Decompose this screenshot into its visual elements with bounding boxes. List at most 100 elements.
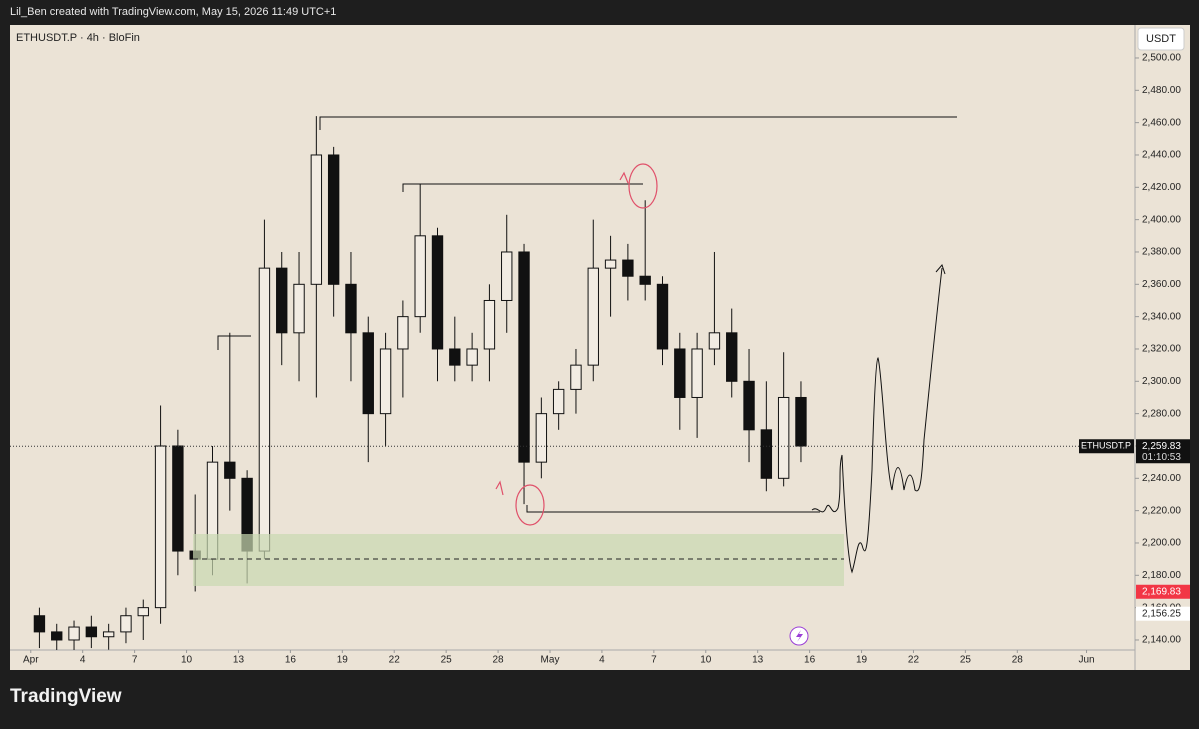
last-price-name: ETHUSDT.P bbox=[1081, 441, 1131, 451]
x-tick-label: 19 bbox=[856, 655, 868, 666]
y-tick-label: 2,280.00 bbox=[1142, 408, 1181, 419]
projection-arrow bbox=[935, 264, 946, 275]
y-tick-label: 2,220.00 bbox=[1142, 505, 1181, 516]
x-tick-label: 16 bbox=[804, 655, 816, 666]
y-tick-label: 2,300.00 bbox=[1142, 376, 1181, 387]
price-tag bbox=[1136, 584, 1190, 599]
drawings bbox=[217, 116, 957, 574]
candle-body bbox=[397, 316, 409, 350]
y-tick-label: 2,360.00 bbox=[1142, 279, 1181, 290]
currency: USDT bbox=[1146, 33, 1176, 45]
candle-body bbox=[154, 445, 167, 609]
candle-body bbox=[327, 154, 340, 285]
candle-body bbox=[449, 348, 461, 366]
brand: TradingView bbox=[10, 686, 122, 707]
candle-body bbox=[483, 299, 496, 350]
candle-body bbox=[310, 154, 323, 285]
candle-body bbox=[726, 332, 738, 382]
price-tag-label: 2,169.83 bbox=[1142, 586, 1181, 597]
x-tick-label: 25 bbox=[441, 655, 453, 666]
candle-body bbox=[743, 380, 755, 431]
y-tick-label: 2,320.00 bbox=[1142, 344, 1181, 355]
candle-body bbox=[276, 267, 288, 334]
circle-arrow bbox=[495, 480, 504, 496]
zone-rect bbox=[193, 534, 844, 586]
price-tag bbox=[1136, 606, 1190, 621]
candle-body bbox=[431, 235, 444, 350]
last-price-name-bg bbox=[1079, 439, 1134, 454]
x-tick-label: 19 bbox=[337, 655, 349, 666]
candle-body bbox=[102, 631, 115, 638]
x-tick-label: 10 bbox=[700, 655, 712, 666]
level-line bbox=[319, 116, 957, 130]
x-tick-label: May bbox=[541, 655, 560, 666]
level-line bbox=[217, 335, 251, 350]
candle-body bbox=[224, 461, 236, 479]
price-tag-label: 2,156.25 bbox=[1142, 608, 1181, 619]
x-tick-label: 13 bbox=[233, 655, 245, 666]
candle-body bbox=[120, 615, 132, 633]
candle-body bbox=[552, 388, 565, 415]
x-tick-label: 28 bbox=[493, 655, 505, 666]
highlights bbox=[495, 163, 658, 526]
x-tick-label: 4 bbox=[80, 655, 86, 666]
candle-body bbox=[622, 259, 634, 277]
y-tick-label: 2,480.00 bbox=[1142, 85, 1181, 96]
countdown: 01:10:53 bbox=[1142, 452, 1181, 463]
level-line bbox=[402, 183, 643, 192]
candle-body bbox=[33, 615, 46, 633]
x-tick-label: 16 bbox=[285, 655, 297, 666]
y-tick-label: 2,240.00 bbox=[1142, 473, 1181, 484]
credit: Lil_Ben created with TradingView.com, Ma… bbox=[10, 6, 336, 18]
demand-zone bbox=[193, 534, 844, 586]
y-tick-label: 2,440.00 bbox=[1142, 150, 1181, 161]
candle-body bbox=[293, 283, 305, 334]
x-tick-label: 13 bbox=[752, 655, 764, 666]
y-tick-label: 2,400.00 bbox=[1142, 214, 1181, 225]
candle-body bbox=[137, 607, 149, 617]
last-price-tag bbox=[1136, 439, 1190, 464]
candle-body bbox=[362, 332, 374, 415]
candle-body bbox=[777, 396, 790, 479]
candle-body bbox=[518, 251, 530, 463]
x-tick-label: 7 bbox=[651, 655, 657, 666]
candle-body bbox=[760, 429, 773, 479]
x-tick-label: Apr bbox=[23, 655, 39, 666]
candle-body bbox=[501, 251, 513, 301]
candle-body bbox=[639, 275, 651, 285]
y-tick-label: 2,140.00 bbox=[1142, 635, 1181, 646]
candle-body bbox=[85, 626, 98, 638]
candle-body bbox=[466, 348, 478, 366]
candle-body bbox=[795, 396, 807, 447]
event-bolt bbox=[796, 630, 803, 642]
candle-body bbox=[379, 348, 392, 415]
y-tick-label: 2,340.00 bbox=[1142, 311, 1181, 322]
candle-body bbox=[172, 445, 184, 552]
candle-body bbox=[570, 364, 582, 390]
candle-body bbox=[656, 283, 669, 350]
candle-body bbox=[345, 283, 357, 334]
x-tick-label: 25 bbox=[960, 655, 972, 666]
currency-button[interactable] bbox=[1137, 27, 1185, 51]
candle-body bbox=[708, 332, 721, 350]
projection-path bbox=[811, 267, 943, 574]
candle-body bbox=[604, 259, 617, 269]
y-tick-label: 2,380.00 bbox=[1142, 247, 1181, 258]
candle-body bbox=[258, 267, 271, 552]
candle-body bbox=[674, 348, 686, 398]
candle-body bbox=[51, 631, 63, 641]
y-tick-label: 2,420.00 bbox=[1142, 182, 1181, 193]
y-tick-label: 2,200.00 bbox=[1142, 538, 1181, 549]
x-tick-label: 22 bbox=[389, 655, 401, 666]
circle-mark bbox=[628, 163, 658, 209]
last-price-label: 2,259.83 bbox=[1142, 441, 1181, 452]
candle-body bbox=[691, 348, 703, 398]
x-tick-label: 4 bbox=[599, 655, 605, 666]
x-tick-label: 22 bbox=[908, 655, 920, 666]
y-tick-label: 2,500.00 bbox=[1142, 53, 1181, 64]
candle-body bbox=[414, 235, 426, 318]
circle-mark bbox=[515, 484, 545, 526]
candle-body bbox=[68, 626, 80, 641]
y-tick-label: 2,180.00 bbox=[1142, 570, 1181, 581]
